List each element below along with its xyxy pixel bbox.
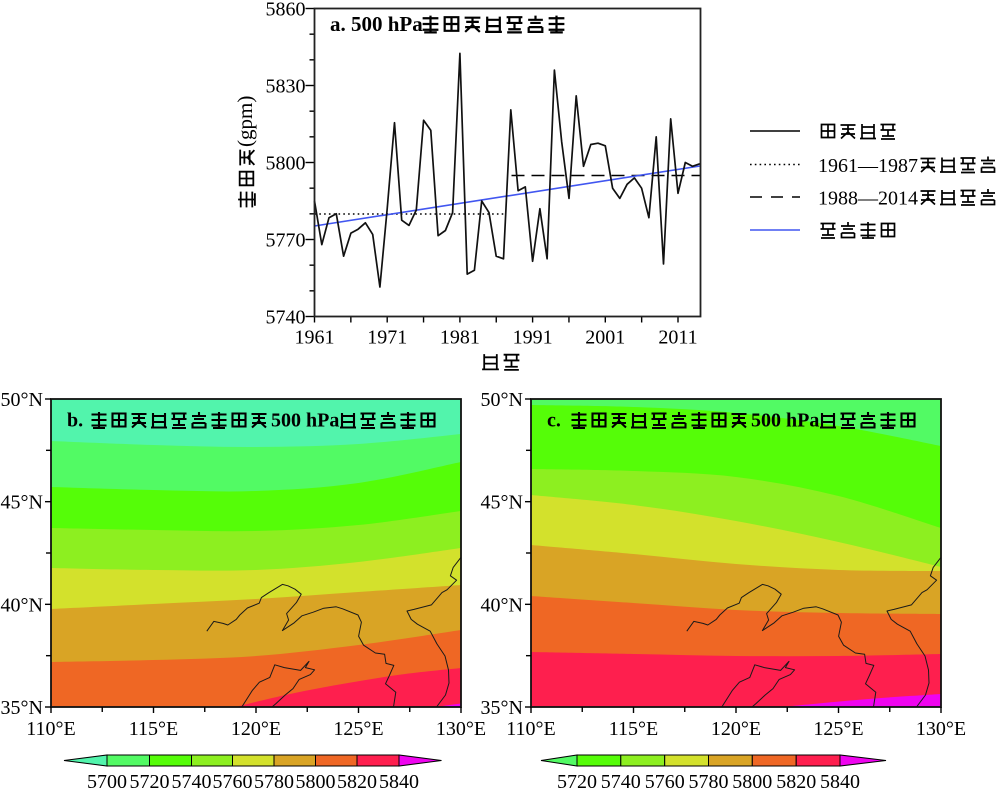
svg-text:40°N: 40°N: [1, 594, 43, 616]
svg-text:45°N: 45°N: [1, 492, 43, 514]
svg-text:5800: 5800: [732, 771, 772, 791]
svg-text:130°E: 130°E: [916, 718, 966, 740]
svg-text:5720: 5720: [557, 771, 597, 791]
svg-text:35°N: 35°N: [1, 697, 43, 719]
svg-text:5820: 5820: [776, 771, 816, 791]
svg-text:130°E: 130°E: [436, 718, 486, 740]
svg-text:5740: 5740: [266, 307, 306, 329]
svg-text:500 hPa: 500 hPa: [751, 410, 819, 432]
svg-text:2011: 2011: [658, 327, 697, 349]
svg-text:2001: 2001: [585, 327, 625, 349]
svg-text:5800: 5800: [296, 771, 336, 791]
svg-text:(gpm): (gpm): [233, 96, 257, 147]
svg-text:40°N: 40°N: [481, 594, 523, 616]
svg-text:50°N: 50°N: [481, 389, 523, 411]
svg-text:5700: 5700: [87, 771, 127, 791]
svg-text:c.: c.: [547, 410, 561, 432]
svg-text:b.: b.: [67, 410, 83, 432]
svg-text:110°E: 110°E: [26, 718, 75, 740]
svg-text:5780: 5780: [254, 771, 294, 791]
svg-text:45°N: 45°N: [481, 492, 523, 514]
svg-text:1961: 1961: [295, 327, 335, 349]
svg-text:1991: 1991: [513, 327, 553, 349]
svg-text:110°E: 110°E: [506, 718, 555, 740]
svg-text:1971: 1971: [367, 327, 407, 349]
svg-text:5740: 5740: [601, 771, 641, 791]
svg-text:115°E: 115°E: [609, 718, 658, 740]
svg-text:5760: 5760: [645, 771, 685, 791]
svg-text:120°E: 120°E: [711, 718, 761, 740]
svg-text:5820: 5820: [337, 771, 377, 791]
svg-text:5770: 5770: [266, 230, 306, 252]
svg-text:1981: 1981: [440, 327, 480, 349]
svg-text:5840: 5840: [379, 771, 419, 791]
svg-text:125°E: 125°E: [813, 718, 863, 740]
svg-text:5780: 5780: [689, 771, 729, 791]
svg-text:500 hPa: 500 hPa: [271, 410, 339, 432]
svg-text:5720: 5720: [130, 771, 170, 791]
svg-text:115°E: 115°E: [129, 718, 178, 740]
svg-text:5740: 5740: [172, 771, 212, 791]
svg-text:50°N: 50°N: [1, 389, 43, 411]
svg-text:a. 500 hPa: a. 500 hPa: [330, 12, 423, 36]
svg-text:1988—2014: 1988—2014: [818, 188, 918, 210]
svg-text:5840: 5840: [820, 771, 860, 791]
svg-text:35°N: 35°N: [481, 697, 523, 719]
svg-text:5860: 5860: [266, 0, 306, 21]
svg-text:1961—1987: 1961—1987: [818, 155, 918, 177]
svg-text:120°E: 120°E: [231, 718, 281, 740]
svg-text:5830: 5830: [266, 76, 306, 98]
svg-text:125°E: 125°E: [333, 718, 383, 740]
svg-text:5760: 5760: [213, 771, 253, 791]
svg-text:5800: 5800: [266, 153, 306, 175]
